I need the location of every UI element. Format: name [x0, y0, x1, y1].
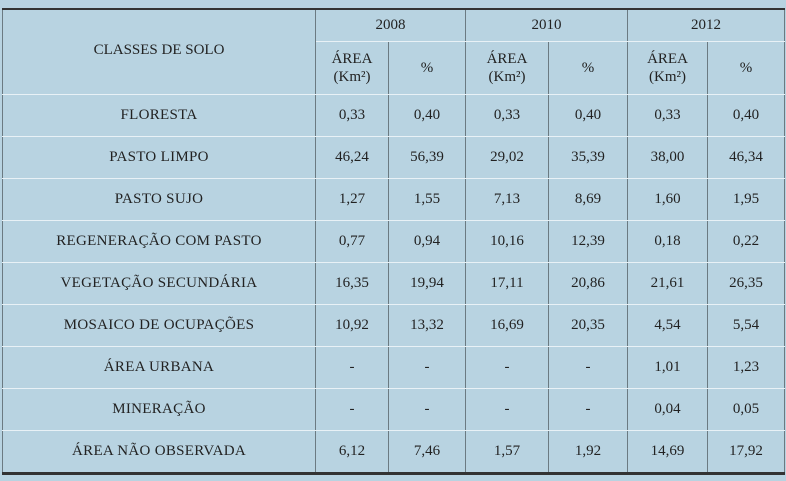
class-name: ÁREA URBANA [2, 346, 316, 389]
class-header: CLASSES DE SOLO [2, 8, 316, 95]
value-cell: - [315, 388, 389, 431]
value-cell: 20,35 [548, 304, 628, 347]
value-cell: 0,33 [465, 94, 549, 137]
table-row: PASTO LIMPO 46,24 56,39 29,02 35,39 38,00 46,3… [2, 136, 785, 179]
year-header: 2010 [465, 8, 628, 42]
table-body: FLORESTA 0,33 0,40 0,33 0,40 0,33 0,40 PASTO LI… [2, 94, 785, 475]
table-row: REGENERAÇÃO COM PASTO 0,77 0,94 10,16 12,39 0… [2, 220, 785, 263]
value-cell: - [548, 388, 628, 431]
value-cell: 16,69 [465, 304, 549, 347]
value-cell: 46,34 [707, 136, 785, 179]
value-cell: 17,11 [465, 262, 549, 305]
area-header: ÁREA (Km²) [465, 41, 549, 95]
value-cell: 19,94 [388, 262, 466, 305]
value-cell: 0,40 [707, 94, 785, 137]
percent-header: % [548, 41, 628, 95]
table-row: ÁREA NÃO OBSERVADA 6,12 7,46 1,57 1,92 14,69 1… [2, 430, 785, 475]
percent-header: % [388, 41, 466, 95]
value-cell: 7,13 [465, 178, 549, 221]
class-name: FLORESTA [2, 94, 316, 137]
subheader-row: ÁREA (Km²)% ÁREA (Km²)% ÁREA (Km²)% [3, 41, 785, 95]
value-cell: 17,92 [707, 430, 785, 475]
value-cell: 0,40 [388, 94, 466, 137]
value-cell: 10,92 [315, 304, 389, 347]
value-cell: 0,22 [707, 220, 785, 263]
value-cell: - [465, 346, 549, 389]
value-cell: 1,60 [627, 178, 708, 221]
value-cell: 0,04 [627, 388, 708, 431]
class-name: VEGETAÇÃO SECUNDÁRIA [2, 262, 316, 305]
table-row: FLORESTA 0,33 0,40 0,33 0,40 0,33 0,40 [2, 94, 785, 137]
value-cell: 26,35 [707, 262, 785, 305]
value-cell: 46,24 [315, 136, 389, 179]
value-cell: 16,35 [315, 262, 389, 305]
value-cell: 10,16 [465, 220, 549, 263]
value-cell: 1,23 [707, 346, 785, 389]
value-cell: 1,95 [707, 178, 785, 221]
table-row: MOSAICO DE OCUPAÇÕES 10,92 13,32 16,69 20,35… [2, 304, 785, 347]
value-cell: 7,46 [388, 430, 466, 475]
percent-header: % [707, 41, 785, 95]
value-cell: 0,77 [315, 220, 389, 263]
value-cell: 5,54 [707, 304, 785, 347]
value-cell: - [465, 388, 549, 431]
area-header: ÁREA (Km²) [627, 41, 708, 95]
value-cell: 1,57 [465, 430, 549, 475]
value-cell: 38,00 [627, 136, 708, 179]
year-header: 2012 [627, 8, 785, 42]
value-cell: 0,05 [707, 388, 785, 431]
table-header: CLASSES DE SOLO 2008 2010 2012 ÁREA (Km²)% ÁR… [2, 8, 785, 95]
value-cell: 1,92 [548, 430, 628, 475]
class-name: REGENERAÇÃO COM PASTO [2, 220, 316, 263]
value-cell: 1,55 [388, 178, 466, 221]
value-cell: 21,61 [627, 262, 708, 305]
value-cell: 0,18 [627, 220, 708, 263]
table-row: ÁREA URBANA - - - -1,01 1,23 [2, 346, 785, 389]
value-cell: 0,40 [548, 94, 628, 137]
value-cell: 14,69 [627, 430, 708, 475]
value-cell: 1,01 [627, 346, 708, 389]
year-header: 2008 [315, 8, 466, 42]
value-cell: 12,39 [548, 220, 628, 263]
class-name: MOSAICO DE OCUPAÇÕES [2, 304, 316, 347]
header-row: CLASSES DE SOLO 2008 2010 2012 [2, 8, 785, 95]
land-use-table: CLASSES DE SOLO 2008 2010 2012 ÁREA (Km²)% ÁR… [2, 8, 785, 475]
value-cell: 4,54 [627, 304, 708, 347]
value-cell: - [315, 346, 389, 389]
class-name: ÁREA NÃO OBSERVADA [2, 430, 316, 475]
value-cell: 13,32 [388, 304, 466, 347]
value-cell: - [388, 346, 466, 389]
value-cell: 0,33 [315, 94, 389, 137]
table-row: PASTO SUJO 1,27 1,55 7,13 8,69 1,60 1,95 [2, 178, 785, 221]
value-cell: 0,94 [388, 220, 466, 263]
value-cell: 0,33 [627, 94, 708, 137]
value-cell: 20,86 [548, 262, 628, 305]
value-cell: 35,39 [548, 136, 628, 179]
table-row: VEGETAÇÃO SECUNDÁRIA 16,35 19,94 17,11 20,86… [2, 262, 785, 305]
area-header: ÁREA (Km²) [315, 41, 389, 95]
value-cell: 29,02 [465, 136, 549, 179]
class-name: PASTO LIMPO [2, 136, 316, 179]
value-cell: 1,27 [315, 178, 389, 221]
class-name: MINERAÇÃO [2, 388, 316, 431]
class-name: PASTO SUJO [2, 178, 316, 221]
value-cell: - [388, 388, 466, 431]
table-row: MINERAÇÃO - - - -0,04 0,05 [2, 388, 785, 431]
value-cell: - [548, 346, 628, 389]
value-cell: 8,69 [548, 178, 628, 221]
value-cell: 56,39 [388, 136, 466, 179]
value-cell: 6,12 [315, 430, 389, 475]
